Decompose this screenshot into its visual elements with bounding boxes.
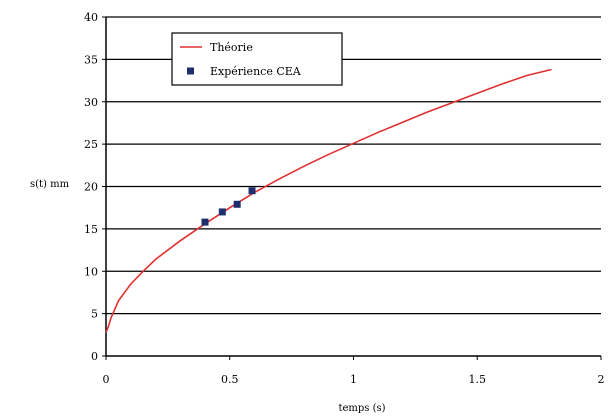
y-tick-label-0: 0	[91, 350, 98, 363]
y-tick-label-1: 5	[91, 308, 98, 321]
y-tick-label-7: 35	[84, 53, 98, 66]
y-tick-label-8: 40	[84, 11, 98, 24]
y-tick-label-6: 30	[84, 96, 98, 109]
y-tick-label-2: 10	[84, 265, 98, 278]
y-tick-label-5: 25	[84, 138, 98, 151]
legend-label-1: Expérience CEA	[210, 65, 302, 78]
x-tick-label-2: 1	[350, 373, 357, 386]
legend: Théorie Expérience CEA	[171, 32, 343, 86]
series-line-theorie	[105, 68, 552, 333]
legend-swatch-marker	[187, 67, 194, 75]
plot-layer: 0 5 10 15 20 25 30 35 40 0 0.5 1 1.5 2	[84, 11, 605, 386]
x-axis-title: temps (s)	[338, 403, 385, 414]
data-point-experience-0	[201, 218, 209, 226]
legend-label-0: Théorie	[210, 41, 253, 54]
y-tick-label-3: 15	[84, 223, 98, 236]
legend-box	[171, 32, 343, 86]
x-tick-label-3: 1.5	[469, 373, 487, 386]
data-point-experience-1	[218, 208, 226, 216]
data-point-experience-2	[233, 200, 241, 208]
y-tick-label-4: 20	[84, 181, 98, 194]
data-point-experience-3	[248, 187, 256, 195]
x-tick-label-0: 0	[103, 373, 110, 386]
x-tick-label-1: 0.5	[221, 373, 239, 386]
x-tick-label-4: 2	[598, 373, 605, 386]
y-axis-title: s(t) mm	[30, 179, 70, 190]
